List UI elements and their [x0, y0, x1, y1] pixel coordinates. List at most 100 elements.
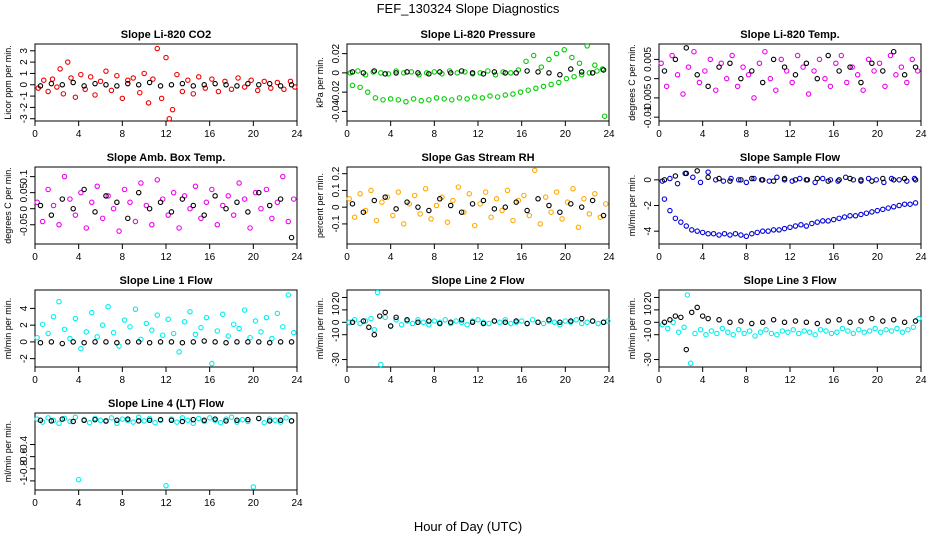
x-tick-label: 0	[656, 375, 662, 386]
data-point	[54, 84, 60, 90]
x-tick-label: 24	[603, 129, 615, 140]
data-point	[149, 327, 155, 333]
data-point	[697, 326, 704, 333]
data-point	[159, 332, 166, 338]
data-point	[114, 83, 120, 89]
plot-frame	[34, 166, 298, 245]
data-point	[89, 309, 95, 316]
data-point	[559, 216, 565, 222]
data-point	[110, 329, 117, 336]
data-point	[792, 177, 799, 183]
data-point	[854, 72, 861, 78]
data-point	[535, 196, 541, 202]
data-point	[274, 310, 281, 317]
data-point	[568, 66, 574, 72]
data-point	[502, 317, 509, 323]
data-point	[517, 89, 524, 95]
data-point	[882, 83, 888, 90]
data-point	[584, 43, 590, 49]
data-point	[45, 330, 51, 337]
data-point	[288, 82, 295, 88]
y-tick-label: -30	[643, 352, 654, 367]
data-point	[743, 233, 750, 240]
y-tick-label: 0.05	[19, 182, 30, 202]
data-point	[471, 94, 478, 100]
data-point	[778, 56, 785, 63]
data-point	[143, 202, 150, 209]
data-point	[672, 215, 679, 222]
data-point	[688, 309, 695, 316]
data-point	[738, 75, 744, 82]
data-point	[382, 309, 388, 316]
y-tick-label: -2	[643, 201, 654, 210]
data-point	[502, 70, 509, 76]
data-point	[266, 80, 273, 87]
data-point	[220, 202, 226, 209]
data-point	[822, 75, 828, 82]
data-point	[408, 69, 415, 75]
x-tick-label: 8	[432, 252, 438, 263]
data-point	[223, 205, 229, 212]
data-point	[70, 339, 76, 345]
data-point	[469, 201, 476, 207]
data-point	[847, 175, 853, 182]
data-point	[176, 225, 182, 231]
x-tick-label: 4	[388, 129, 394, 140]
x-tick-label: 16	[516, 375, 528, 386]
data-point	[130, 419, 137, 425]
data-point	[678, 219, 684, 225]
y-tick-label: -0.005	[643, 83, 654, 112]
data-point	[502, 319, 509, 326]
data-point	[371, 197, 378, 204]
panel-title: Slope Li-820 Pressure	[421, 29, 536, 41]
data-point	[179, 418, 186, 425]
data-point	[825, 318, 831, 324]
data-point	[258, 329, 264, 335]
data-point	[469, 319, 476, 326]
data-point	[504, 187, 511, 194]
data-point	[746, 328, 753, 334]
data-point	[48, 339, 55, 345]
x-tick-label: 8	[120, 375, 126, 386]
data-point	[458, 68, 465, 74]
data-point	[447, 319, 454, 326]
x-tick-label: 12	[472, 252, 484, 263]
data-point	[557, 319, 563, 326]
data-point	[415, 317, 421, 323]
data-point	[751, 95, 757, 101]
data-point	[716, 64, 722, 70]
data-point	[230, 212, 237, 218]
data-point	[681, 324, 687, 331]
data-point	[261, 419, 267, 426]
data-point	[280, 173, 286, 180]
data-point	[667, 175, 673, 182]
data-point	[82, 86, 88, 93]
data-point	[179, 196, 186, 202]
data-point	[437, 196, 443, 202]
data-point	[705, 83, 711, 90]
data-point	[192, 331, 199, 338]
data-point	[589, 70, 596, 76]
data-point	[803, 319, 810, 326]
data-point	[114, 339, 120, 346]
data-point	[762, 48, 768, 55]
data-point	[834, 329, 840, 335]
data-point	[404, 69, 410, 75]
data-point	[269, 335, 275, 342]
data-point	[165, 212, 171, 218]
data-point	[466, 191, 473, 197]
data-point	[261, 78, 267, 85]
data-point	[346, 319, 352, 326]
data-point	[236, 180, 242, 186]
data-point	[154, 177, 161, 183]
data-point	[847, 319, 853, 326]
data-point	[274, 199, 281, 206]
data-point	[569, 54, 575, 61]
x-tick-label: 4	[76, 129, 82, 140]
data-point	[45, 88, 51, 95]
data-point	[912, 177, 919, 183]
data-point	[833, 60, 839, 66]
data-point	[823, 328, 829, 334]
data-point	[349, 201, 356, 207]
data-point	[163, 54, 169, 61]
